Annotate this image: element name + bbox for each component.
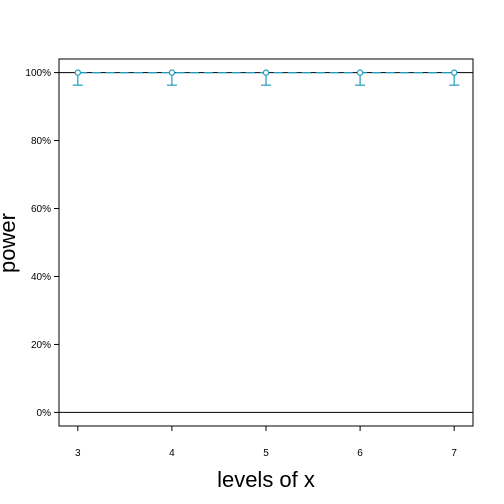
x-tick-label: 5	[263, 448, 269, 459]
y-tick-label: 60%	[31, 204, 51, 215]
y-axis-title: power	[0, 213, 20, 273]
y-tick-label: 20%	[31, 340, 51, 351]
x-axis-title: levels of x	[217, 467, 315, 492]
y-axis: 0% 20% 40% 60% 80% 100%	[25, 68, 59, 419]
y-tick-label: 40%	[31, 272, 51, 283]
data-point	[168, 69, 176, 76]
data-point	[262, 69, 270, 76]
y-tick-label: 100%	[25, 68, 51, 79]
x-tick-label: 6	[357, 448, 363, 459]
data-point	[356, 69, 364, 76]
x-tick-label: 3	[75, 448, 81, 459]
y-tick-label: 80%	[31, 136, 51, 147]
reference-lines	[59, 72, 473, 413]
x-tick-label: 4	[169, 448, 175, 459]
data-point	[74, 69, 82, 76]
x-axis: 3 4 5 6 7	[75, 426, 457, 459]
x-tick-label: 7	[451, 448, 457, 459]
series-layer	[72, 69, 460, 86]
data-point	[450, 69, 458, 76]
plot-frame	[58, 58, 474, 427]
y-tick-label: 0%	[37, 408, 52, 419]
